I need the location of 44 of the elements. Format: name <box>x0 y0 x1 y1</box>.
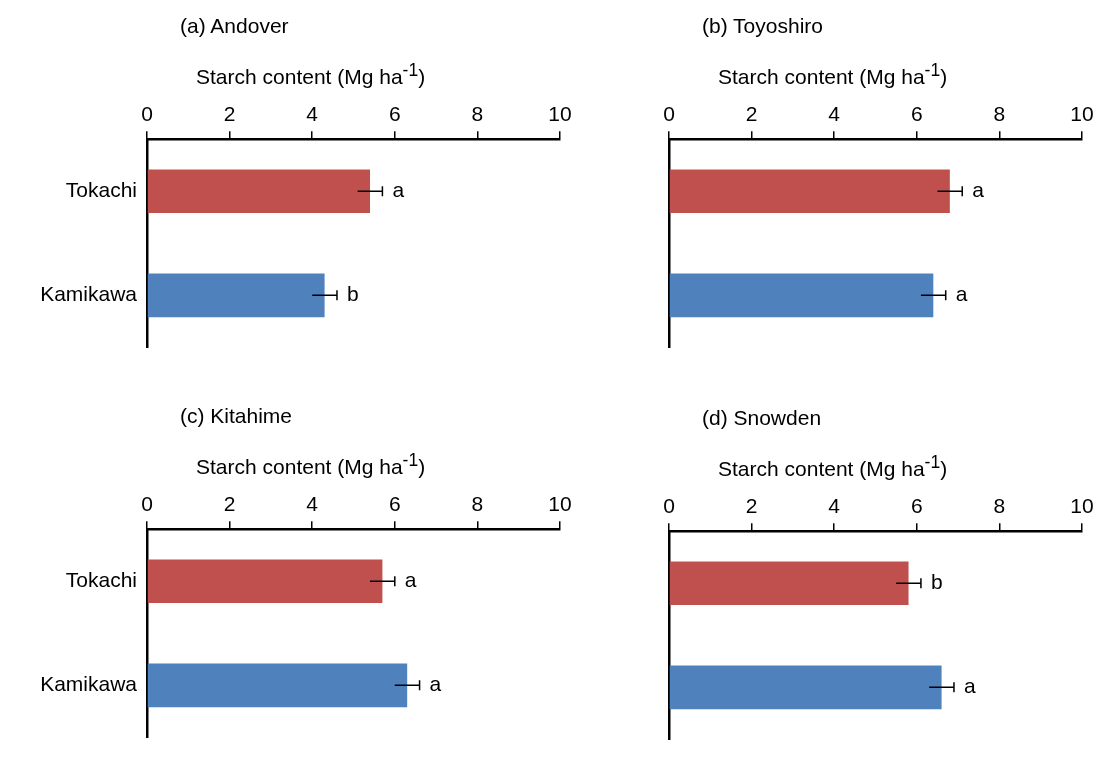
chart-title: (a) Andover <box>180 14 289 38</box>
x-tick-label: 4 <box>306 102 319 126</box>
x-tick-label: 0 <box>141 102 153 126</box>
data-label: a <box>972 178 985 202</box>
x-tick-label: 0 <box>663 494 675 518</box>
x-tick-label: 6 <box>910 102 923 126</box>
x-axis-title: Starch content (Mg ha$^{-1}$) <box>196 450 426 479</box>
x-axis-title: Starch content (Mg ha$^{-1}$) <box>718 452 948 481</box>
x-axis-title: Starch content (Mg ha$^{-1}$) <box>718 60 948 89</box>
data-label: b <box>930 570 943 594</box>
chart-title: (d) Snowden <box>702 406 822 430</box>
x-tick-label: 10 <box>1070 494 1094 518</box>
x-tick-label: 8 <box>993 494 1006 518</box>
data-label: a <box>404 568 417 592</box>
x-tick-label: 0 <box>141 492 153 516</box>
y-tick-label: Kamikawa <box>40 672 138 696</box>
y-tick-label: Kamikawa <box>40 282 138 306</box>
data-label: a <box>955 282 968 306</box>
x-tick-label: 6 <box>388 102 401 126</box>
x-tick-label: 4 <box>828 494 841 518</box>
y-tick-label: Tokachi <box>65 568 137 592</box>
x-tick-label: 2 <box>223 102 236 126</box>
chart-title: (c) Kitahime <box>180 404 293 428</box>
data-label: a <box>429 672 442 696</box>
x-tick-label: 10 <box>1070 102 1094 126</box>
chart-title: (b) Toyoshiro <box>702 14 823 38</box>
x-axis-title: Starch content (Mg ha$^{-1}$) <box>196 60 426 89</box>
x-tick-label: 2 <box>223 492 236 516</box>
data-label: a <box>963 674 976 698</box>
x-tick-label: 2 <box>745 494 758 518</box>
x-tick-label: 8 <box>471 492 484 516</box>
x-tick-label: 6 <box>910 494 923 518</box>
x-tick-label: 8 <box>993 102 1006 126</box>
x-tick-label: 4 <box>828 102 841 126</box>
x-tick-label: 10 <box>548 492 572 516</box>
x-tick-label: 8 <box>471 102 484 126</box>
x-tick-label: 4 <box>306 492 319 516</box>
x-tick-label: 0 <box>663 102 675 126</box>
x-tick-label: 10 <box>548 102 572 126</box>
x-tick-label: 6 <box>388 492 401 516</box>
data-label: a <box>392 178 405 202</box>
y-tick-label: Tokachi <box>65 178 137 202</box>
data-label: b <box>346 282 359 306</box>
x-tick-label: 2 <box>745 102 758 126</box>
